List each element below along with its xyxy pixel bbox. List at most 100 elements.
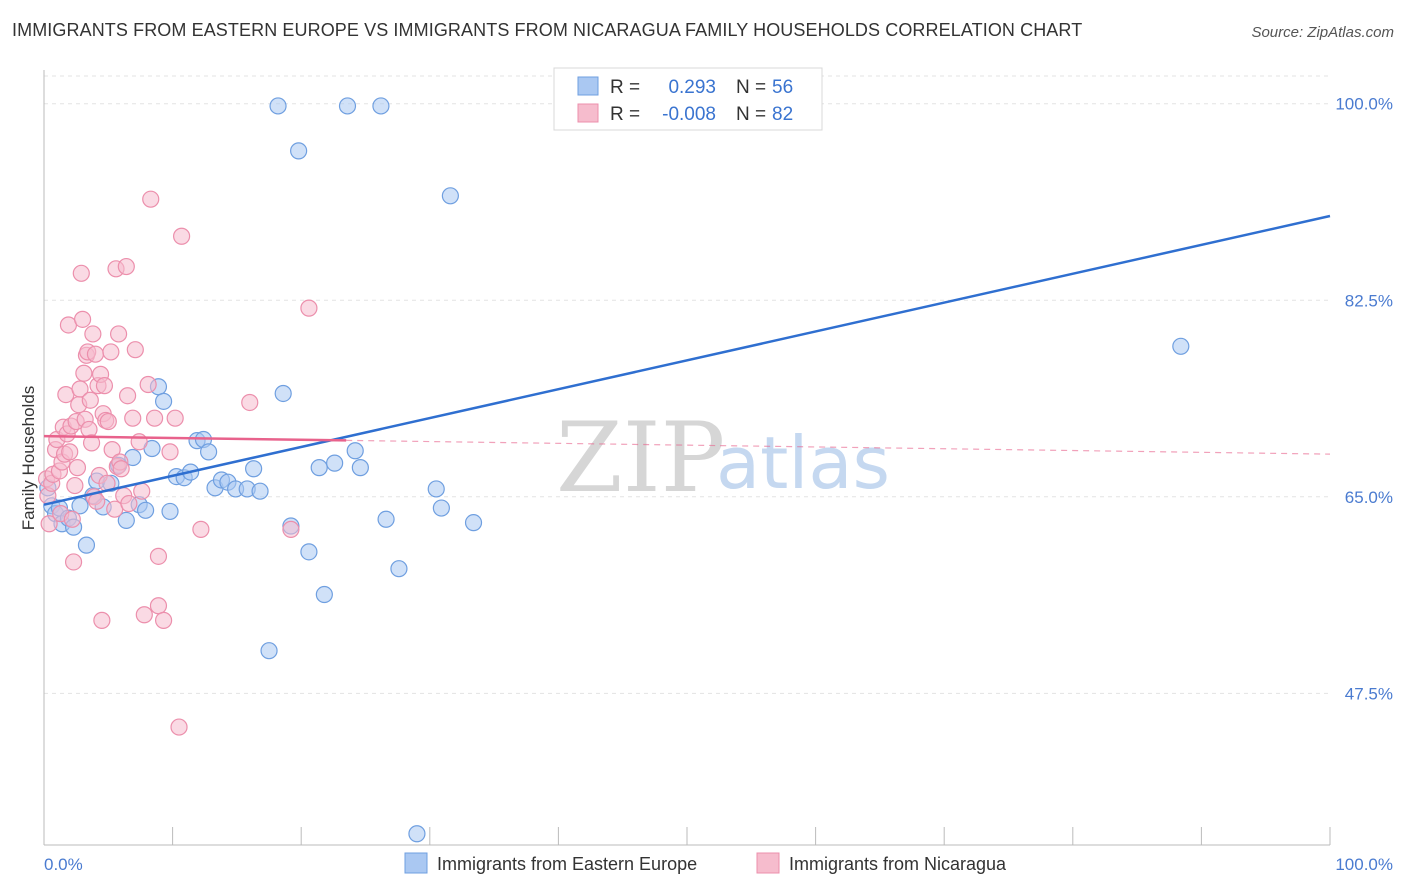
point-nicaragua bbox=[124, 409, 142, 427]
bottom-legend-swatch-blue bbox=[404, 852, 428, 874]
point-nicaragua bbox=[64, 553, 83, 571]
trendline-eastern-europe bbox=[43, 214, 1331, 506]
point-nicaragua bbox=[282, 520, 300, 538]
point-nicaragua bbox=[63, 510, 81, 528]
point-eastern-europe bbox=[269, 97, 287, 115]
watermark-atlas: atlas bbox=[716, 421, 890, 505]
point-nicaragua bbox=[192, 520, 210, 538]
bottom-legend-label-blue: Immigrants from Eastern Europe bbox=[437, 854, 697, 874]
point-eastern-europe bbox=[351, 459, 369, 477]
point-eastern-europe bbox=[1172, 337, 1190, 355]
point-eastern-europe bbox=[200, 443, 218, 461]
point-eastern-europe bbox=[338, 97, 357, 115]
point-eastern-europe bbox=[432, 499, 450, 517]
point-nicaragua bbox=[170, 718, 188, 736]
point-eastern-europe bbox=[154, 392, 173, 410]
legend-n-label-pink: N = bbox=[736, 104, 766, 125]
point-nicaragua bbox=[86, 345, 105, 363]
point-nicaragua bbox=[120, 494, 138, 513]
point-nicaragua bbox=[145, 409, 164, 427]
trendline-nicaragua-dashed bbox=[346, 439, 1331, 455]
x-tick-labels: 0.0% 100.0% bbox=[44, 855, 1393, 874]
legend-box bbox=[553, 67, 823, 131]
point-nicaragua bbox=[149, 597, 168, 615]
point-nicaragua bbox=[88, 492, 106, 510]
point-nicaragua bbox=[241, 393, 259, 412]
point-eastern-europe bbox=[260, 642, 278, 660]
y-tick-label: 82.5% bbox=[1345, 291, 1393, 310]
point-eastern-europe bbox=[408, 825, 426, 843]
legend-r-label-blue: R = bbox=[610, 77, 640, 98]
point-nicaragua bbox=[161, 443, 179, 461]
bottom-legend: Immigrants from Eastern Europe Immigrant… bbox=[404, 852, 1007, 874]
point-eastern-europe bbox=[310, 459, 328, 477]
point-nicaragua bbox=[84, 325, 102, 343]
point-eastern-europe bbox=[136, 501, 155, 519]
point-nicaragua bbox=[126, 341, 144, 359]
point-eastern-europe bbox=[326, 454, 344, 472]
point-eastern-europe bbox=[377, 510, 395, 528]
watermark: ZIP atlas bbox=[556, 402, 890, 514]
point-eastern-europe bbox=[274, 384, 292, 403]
point-eastern-europe bbox=[390, 560, 408, 578]
point-nicaragua bbox=[61, 443, 79, 461]
point-nicaragua bbox=[149, 547, 168, 565]
point-nicaragua bbox=[40, 515, 58, 533]
point-nicaragua bbox=[112, 460, 130, 478]
legend-r-label-pink: R = bbox=[610, 104, 640, 125]
y-tick-label: 47.5% bbox=[1345, 684, 1393, 703]
legend-n-label-blue: N = bbox=[736, 77, 766, 98]
point-eastern-europe bbox=[346, 442, 364, 460]
legend-r-value-blue: 0.293 bbox=[668, 77, 716, 98]
bottom-legend-label-pink: Immigrants from Nicaragua bbox=[789, 854, 1007, 874]
point-eastern-europe bbox=[117, 511, 135, 529]
point-nicaragua bbox=[142, 190, 160, 208]
x-tick-label-start: 0.0% bbox=[44, 855, 83, 874]
point-eastern-europe bbox=[245, 460, 263, 478]
y-axis-label: Family Households bbox=[19, 386, 38, 531]
point-eastern-europe bbox=[464, 514, 483, 532]
point-nicaragua bbox=[68, 459, 87, 477]
point-nicaragua bbox=[117, 257, 135, 276]
top-legend: R = 0.293 N = 56 R = -0.008 N = 82 bbox=[553, 67, 823, 131]
point-nicaragua bbox=[73, 310, 92, 328]
point-nicaragua bbox=[75, 364, 93, 382]
point-nicaragua bbox=[102, 343, 120, 361]
y-tick-label: 65.0% bbox=[1345, 488, 1393, 507]
point-nicaragua bbox=[81, 391, 99, 409]
watermark-zip: ZIP bbox=[556, 402, 725, 514]
point-nicaragua bbox=[82, 434, 101, 452]
point-nicaragua bbox=[118, 387, 137, 405]
chart-source: Source: ZipAtlas.com bbox=[1251, 24, 1394, 41]
point-nicaragua bbox=[173, 227, 191, 245]
point-nicaragua bbox=[93, 611, 111, 629]
trendline-nicaragua-solid bbox=[43, 434, 347, 442]
legend-r-value-pink: -0.008 bbox=[662, 104, 716, 125]
point-eastern-europe bbox=[300, 543, 318, 561]
point-nicaragua bbox=[95, 377, 114, 395]
y-tick-label: 100.0% bbox=[1335, 95, 1393, 114]
point-eastern-europe bbox=[441, 187, 459, 205]
point-nicaragua bbox=[300, 299, 318, 317]
point-nicaragua bbox=[166, 409, 184, 427]
point-nicaragua bbox=[103, 441, 121, 459]
bottom-legend-swatch-pink bbox=[756, 852, 780, 874]
points-layer bbox=[37, 97, 1190, 843]
point-eastern-europe bbox=[315, 585, 333, 604]
axes bbox=[43, 70, 1331, 846]
y-tick-labels: 47.5% 65.0% 82.5% 100.0% bbox=[1335, 95, 1393, 704]
chart-title: IMMIGRANTS FROM EASTERN EUROPE VS IMMIGR… bbox=[12, 20, 1083, 40]
point-eastern-europe bbox=[161, 502, 179, 521]
gridlines bbox=[44, 75, 1330, 694]
point-nicaragua bbox=[71, 380, 89, 398]
trend-layer bbox=[43, 214, 1331, 506]
point-nicaragua bbox=[139, 375, 157, 394]
point-eastern-europe bbox=[427, 480, 445, 498]
point-nicaragua bbox=[135, 606, 153, 624]
point-eastern-europe bbox=[372, 97, 390, 115]
point-eastern-europe bbox=[251, 482, 269, 500]
legend-swatch-pink bbox=[577, 103, 599, 123]
point-nicaragua bbox=[99, 412, 117, 431]
point-eastern-europe bbox=[77, 536, 96, 554]
legend-n-value-blue: 56 bbox=[772, 77, 793, 98]
